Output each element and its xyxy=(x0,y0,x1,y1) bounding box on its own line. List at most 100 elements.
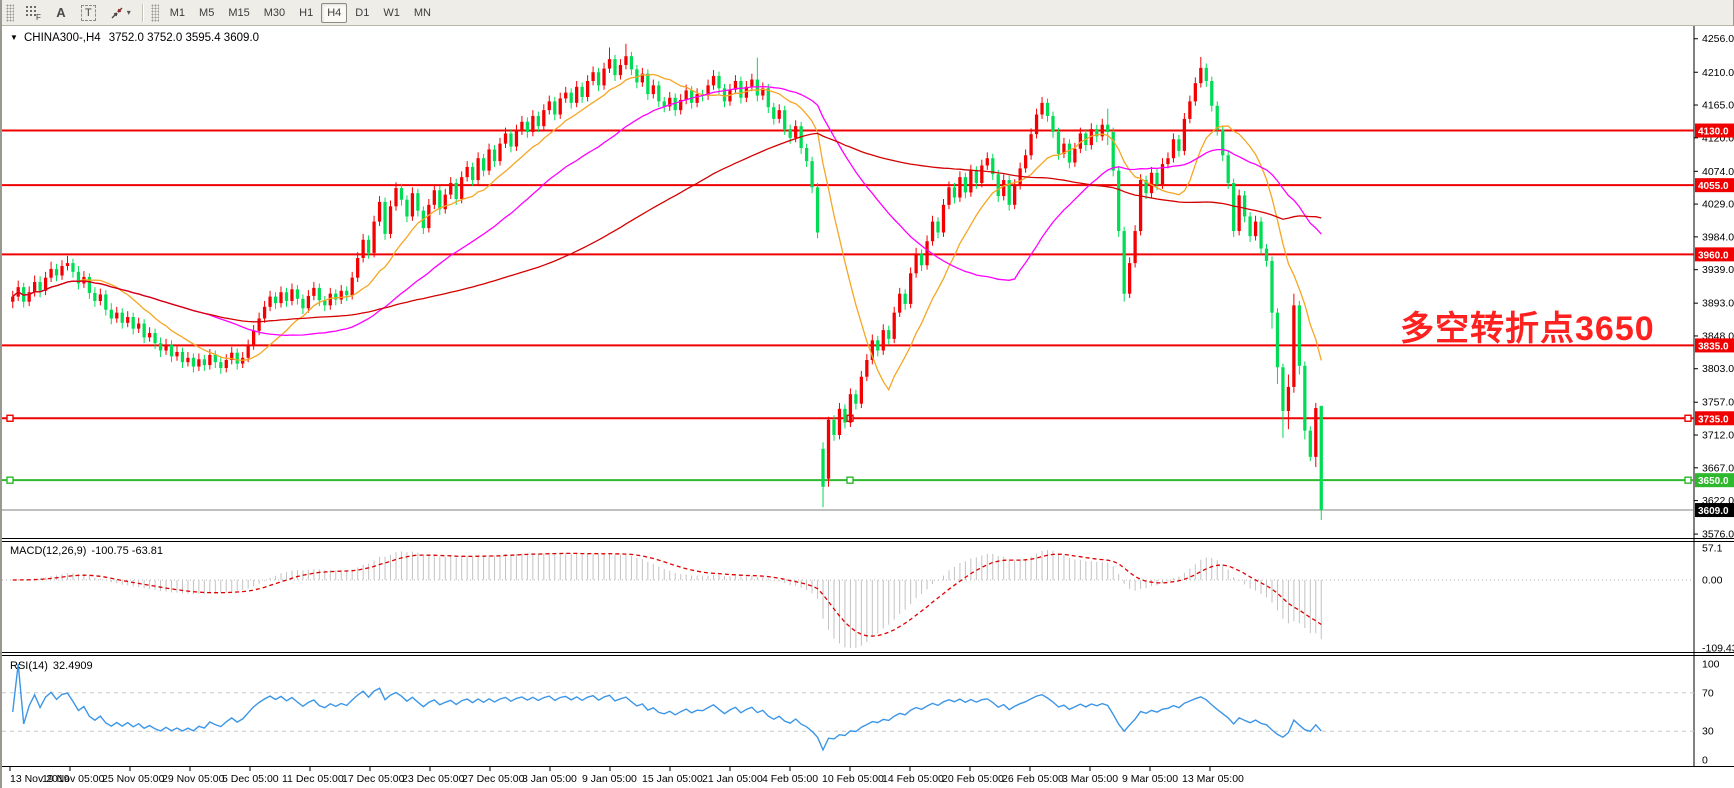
macd-histogram xyxy=(17,550,1322,648)
candle-body xyxy=(1051,115,1055,132)
time-axis-label: 29 Nov 05:00 xyxy=(162,773,225,785)
candle-body xyxy=(1040,102,1044,115)
candle-body xyxy=(230,352,234,360)
line-handle-3735-left[interactable] xyxy=(6,414,14,422)
chart-title: CHINA300-,H4 3752.0 3752.0 3595.4 3609.0 xyxy=(24,32,259,44)
timeframe-button-m30[interactable]: M30 xyxy=(263,6,286,19)
candle-body xyxy=(186,357,190,363)
candle-body xyxy=(766,88,770,108)
line-handle-3650-right[interactable] xyxy=(1684,476,1692,484)
candle-body xyxy=(1177,139,1181,151)
candle-body xyxy=(1045,102,1050,116)
candle-body xyxy=(366,239,371,253)
time-axis-label: 20 Feb 05:00 xyxy=(942,773,1004,785)
candle-body xyxy=(991,158,995,175)
candle-body xyxy=(1182,118,1187,151)
candle-body xyxy=(558,98,562,115)
candle-body xyxy=(1253,221,1258,237)
candle-body xyxy=(449,182,453,195)
timeframe-button-d1[interactable]: D1 xyxy=(355,6,370,19)
time-axis-label: 11 Dec 05:00 xyxy=(282,773,344,785)
candle-body xyxy=(531,115,535,132)
candle-body xyxy=(65,263,70,267)
candle-body xyxy=(191,357,196,367)
chart-annotation-text[interactable]: 多空转折点3650 xyxy=(1400,310,1655,348)
candle-body xyxy=(503,133,508,144)
price-badge-4055-text: 4055.0 xyxy=(1698,181,1729,192)
candle-body xyxy=(717,75,721,89)
candle-body xyxy=(525,121,530,132)
candle-body xyxy=(279,292,283,304)
candle-body xyxy=(312,287,316,296)
candle-body xyxy=(564,92,568,99)
candle-body xyxy=(668,97,672,107)
candle-body xyxy=(898,293,902,313)
candle-body xyxy=(1056,131,1061,154)
toolbar-separator xyxy=(141,3,143,22)
candle-body xyxy=(985,158,989,166)
candle-body xyxy=(1297,305,1301,366)
timeframe-button-m15[interactable]: M15 xyxy=(228,6,250,19)
text-label-tool-button[interactable]: A xyxy=(49,3,73,23)
candle-body xyxy=(465,166,469,178)
candle-body xyxy=(679,99,683,111)
profile-tool-button[interactable]: F xyxy=(19,3,47,23)
candle-body xyxy=(49,268,53,278)
time-axis-label: 3 Mar 05:00 xyxy=(1062,773,1118,785)
candle-body xyxy=(826,419,831,479)
timeframe-button-m1[interactable]: M1 xyxy=(169,6,186,19)
candle-body xyxy=(339,290,343,300)
timeframe-button-mn[interactable]: MN xyxy=(413,6,431,19)
collapse-triangle-icon[interactable]: ▼ xyxy=(10,33,18,42)
candle-body xyxy=(290,289,294,301)
toolbar-grip[interactable] xyxy=(6,3,14,22)
candle-body xyxy=(903,293,907,304)
candle-body xyxy=(941,204,946,233)
time-axis-label: 9 Mar 05:00 xyxy=(1122,773,1178,785)
candle-body xyxy=(104,294,108,310)
candle-body xyxy=(640,73,644,83)
timeframe-button-m5[interactable]: M5 xyxy=(199,6,215,19)
text-label-icon: A xyxy=(56,5,66,20)
macd-axis-label: -109.43 xyxy=(1702,643,1734,655)
price-badge-4130 xyxy=(1695,123,1734,138)
candle-body xyxy=(224,359,228,368)
candle-body xyxy=(388,206,393,234)
candle-body xyxy=(794,126,798,138)
rsi-line xyxy=(12,663,1322,752)
time-axis-label: 9 Jan 05:00 xyxy=(582,773,637,785)
candle-body xyxy=(147,333,152,338)
candle-body xyxy=(1155,172,1159,185)
candle-body xyxy=(60,266,64,276)
candle-body xyxy=(1095,129,1099,137)
timeframe-button-w1[interactable]: W1 xyxy=(383,6,400,19)
arrow-objects-button[interactable]: ▾ xyxy=(104,3,137,23)
candle-body xyxy=(1264,248,1269,261)
candle-body xyxy=(27,292,31,302)
price-axis-label: 3939.0 xyxy=(1702,264,1734,276)
line-handle-3735-right[interactable] xyxy=(1684,414,1692,422)
candle-body xyxy=(810,161,814,188)
candle-body xyxy=(1188,101,1192,119)
candle-body xyxy=(268,296,272,307)
candle-body xyxy=(919,253,924,266)
candle-body xyxy=(1281,367,1285,411)
price-badge-3650 xyxy=(1695,473,1734,488)
timeframe-button-h1[interactable]: H1 xyxy=(299,6,314,19)
price-axis-label: 4029.0 xyxy=(1702,199,1734,211)
timeframe-grip[interactable] xyxy=(150,3,159,22)
candle-body xyxy=(952,187,957,198)
price-axis-label: 3712.0 xyxy=(1702,430,1734,442)
candle-body xyxy=(821,448,825,487)
candle-body xyxy=(137,323,141,329)
chart-background xyxy=(2,26,1734,788)
text-box-tool-button[interactable]: T xyxy=(75,3,102,23)
line-handle-3650-center[interactable] xyxy=(846,476,854,484)
timeframe-button-h4[interactable]: H4 xyxy=(321,2,348,23)
candle-body xyxy=(761,88,765,96)
candle-body xyxy=(1073,148,1077,163)
candle-body xyxy=(142,323,146,338)
rsi-axis-label: 100 xyxy=(1702,659,1720,671)
line-handle-3650-left[interactable] xyxy=(6,476,14,484)
